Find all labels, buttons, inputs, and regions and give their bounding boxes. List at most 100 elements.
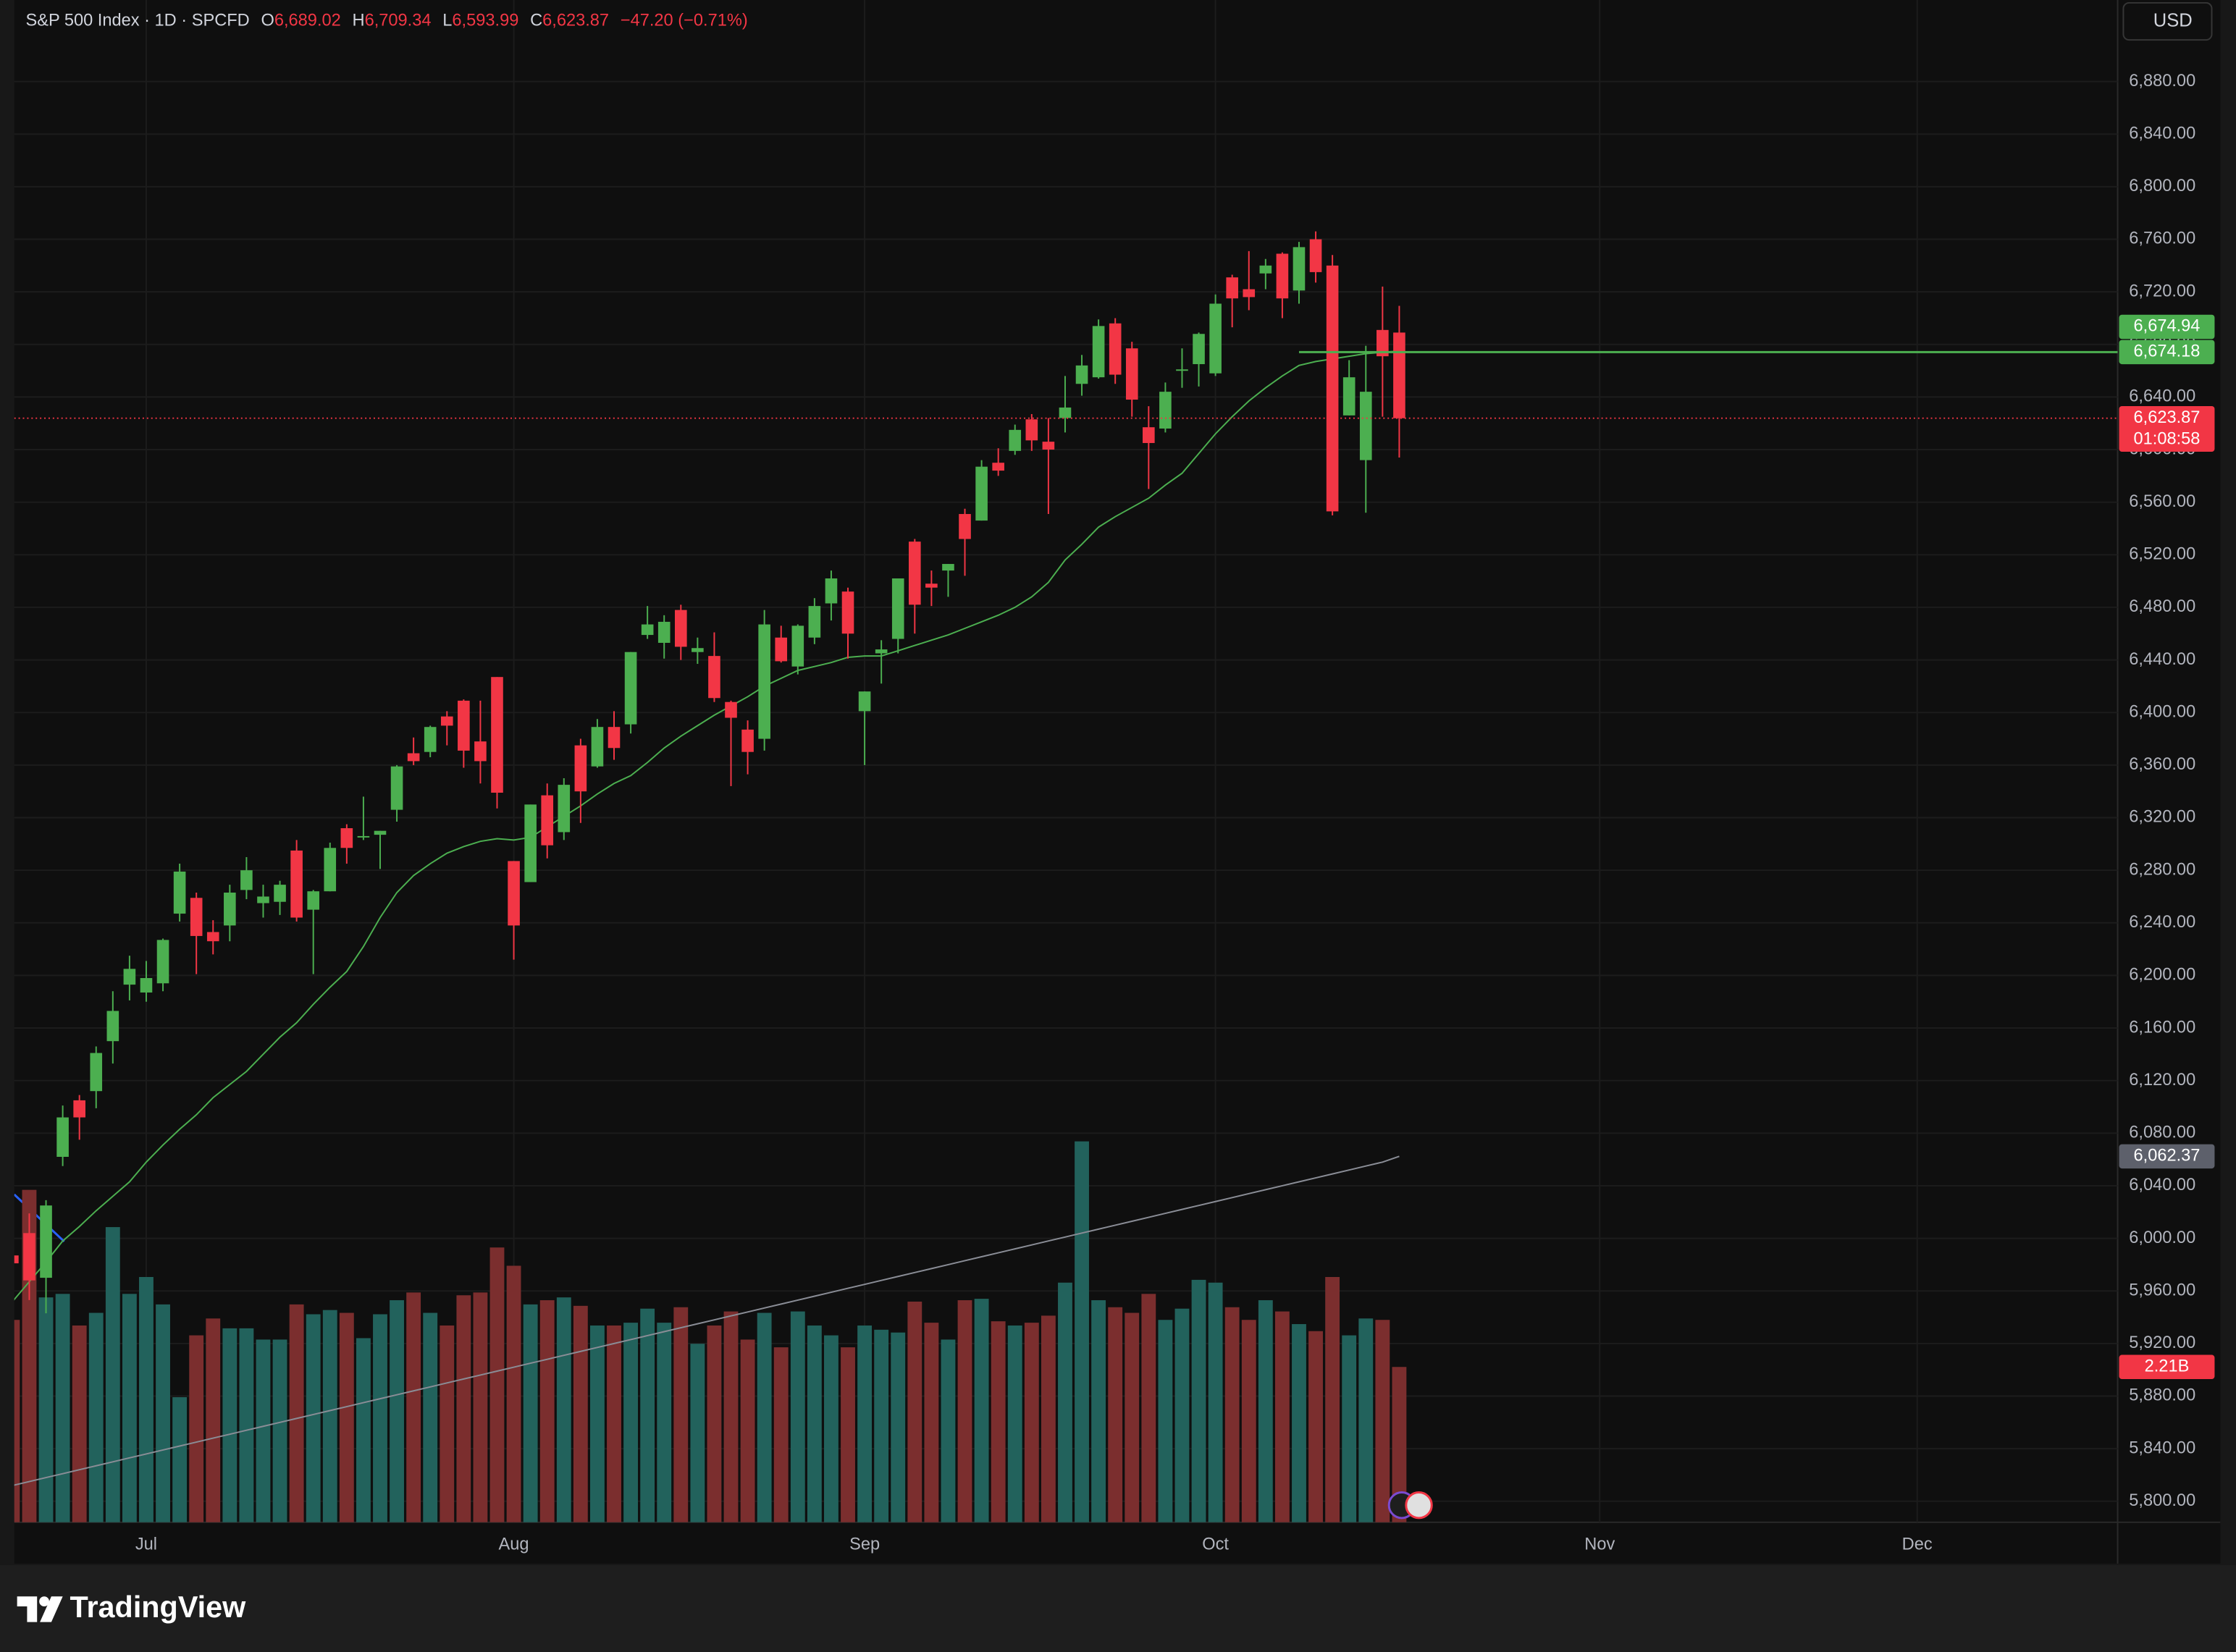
volume-bar — [1274, 1311, 1290, 1522]
candle-body — [206, 932, 219, 942]
y-tick-label: 6,400.00 — [2129, 702, 2195, 721]
volume-bar — [1191, 1279, 1206, 1522]
y-tick-label: 6,800.00 — [2129, 177, 2195, 195]
volume-bar — [807, 1325, 822, 1522]
volume-bar — [1058, 1282, 1072, 1522]
volume-bar — [1308, 1331, 1323, 1522]
candle-body — [975, 466, 988, 521]
close-key: C — [530, 12, 542, 30]
candle-body — [1125, 348, 1138, 400]
volume-bar — [757, 1312, 772, 1522]
logo-part — [39, 1596, 49, 1606]
price-axis-label-bg — [2119, 314, 2215, 340]
candle-body — [173, 871, 186, 914]
candle-body — [1193, 334, 1205, 365]
candle-body — [73, 1100, 85, 1118]
brand: TradingView — [70, 1590, 247, 1624]
volume-bar — [924, 1323, 939, 1522]
candle-body — [307, 891, 320, 910]
volume-bar — [1258, 1300, 1273, 1522]
candle-body — [858, 691, 871, 712]
candle-body — [123, 969, 136, 985]
y-tick-label: 6,440.00 — [2129, 650, 2195, 669]
candle-body — [1259, 265, 1272, 274]
candle-body — [458, 700, 470, 751]
volume-bar — [573, 1305, 588, 1522]
candle-body — [1276, 253, 1289, 299]
candle-body — [791, 625, 804, 667]
price-axis-label-bg — [2119, 1354, 2215, 1380]
volume-bar — [72, 1325, 87, 1522]
candle-body — [14, 1255, 19, 1264]
moving-average-line — [14, 350, 1400, 1301]
price-axis-label: 6,623.87 — [2134, 408, 2201, 427]
candle-body — [106, 1011, 119, 1042]
volume-bar — [139, 1277, 154, 1522]
candle-body — [925, 583, 938, 588]
volume-bar — [640, 1308, 655, 1522]
y-tick-label: 6,200.00 — [2129, 966, 2195, 985]
candle-body — [959, 514, 971, 539]
high-key: H — [353, 12, 365, 30]
volume-bar — [423, 1312, 438, 1522]
candle-body — [1226, 277, 1238, 299]
volume-bar — [874, 1329, 889, 1522]
low-key: L — [442, 12, 452, 30]
event-icon[interactable] — [1405, 1491, 1433, 1520]
candle-body — [725, 701, 737, 718]
y-tick-label: 6,240.00 — [2129, 913, 2195, 932]
candle-body — [608, 727, 621, 749]
candle-body — [1243, 289, 1256, 298]
candle-body — [1109, 323, 1122, 375]
candle-body — [474, 741, 487, 762]
x-tick-label: Sep — [849, 1535, 880, 1554]
candle-body — [357, 835, 370, 838]
candle-body — [541, 795, 554, 846]
y-tick-label: 6,360.00 — [2129, 755, 2195, 774]
volume-bar — [1358, 1318, 1374, 1522]
candle-body — [558, 785, 571, 833]
candle-body — [290, 850, 303, 918]
candle-body — [257, 896, 269, 903]
price-axis-label-bg — [2119, 405, 2215, 452]
candle-body — [390, 766, 403, 810]
volume-bar — [707, 1325, 722, 1522]
y-tick-label: 6,520.00 — [2129, 545, 2195, 564]
volume-bar — [390, 1300, 404, 1522]
y-tick-label: 6,640.00 — [2129, 387, 2195, 406]
candle-body — [240, 870, 253, 890]
volume-bar — [1091, 1300, 1106, 1522]
volume-bar — [1024, 1323, 1039, 1522]
y-tick-label: 6,480.00 — [2129, 597, 2195, 616]
open-key: O — [261, 12, 274, 30]
currency[interactable]: USD — [2153, 10, 2193, 30]
candle-body — [1293, 247, 1306, 291]
volume-bar — [406, 1292, 421, 1522]
y-tick-label: 6,840.00 — [2129, 124, 2195, 143]
y-tick-label: 6,320.00 — [2129, 808, 2195, 827]
volume-bar — [841, 1347, 855, 1522]
y-tick-label: 5,800.00 — [2129, 1491, 2195, 1510]
currency-button[interactable] — [2122, 1, 2213, 41]
volume-bar — [790, 1311, 805, 1522]
candle-body — [23, 1233, 35, 1281]
volume-bar — [723, 1311, 739, 1522]
candle-body — [1075, 365, 1088, 384]
volume-bar — [623, 1323, 638, 1522]
candle-body — [1042, 442, 1055, 450]
volume-bar — [239, 1328, 254, 1522]
volume-bar — [373, 1314, 387, 1522]
candle-body — [90, 1053, 103, 1092]
volume-bar — [206, 1318, 221, 1522]
x-tick-label: Nov — [1584, 1535, 1615, 1554]
y-tick-label: 5,880.00 — [2129, 1386, 2195, 1405]
volume-bar — [440, 1325, 455, 1522]
candle-body — [1377, 329, 1389, 357]
candle-body — [1143, 427, 1155, 443]
volume-bar — [1342, 1335, 1357, 1522]
volume-bar — [356, 1338, 371, 1522]
candle-body — [875, 649, 888, 654]
candle-body — [1159, 392, 1172, 429]
volume-bar — [189, 1335, 204, 1522]
